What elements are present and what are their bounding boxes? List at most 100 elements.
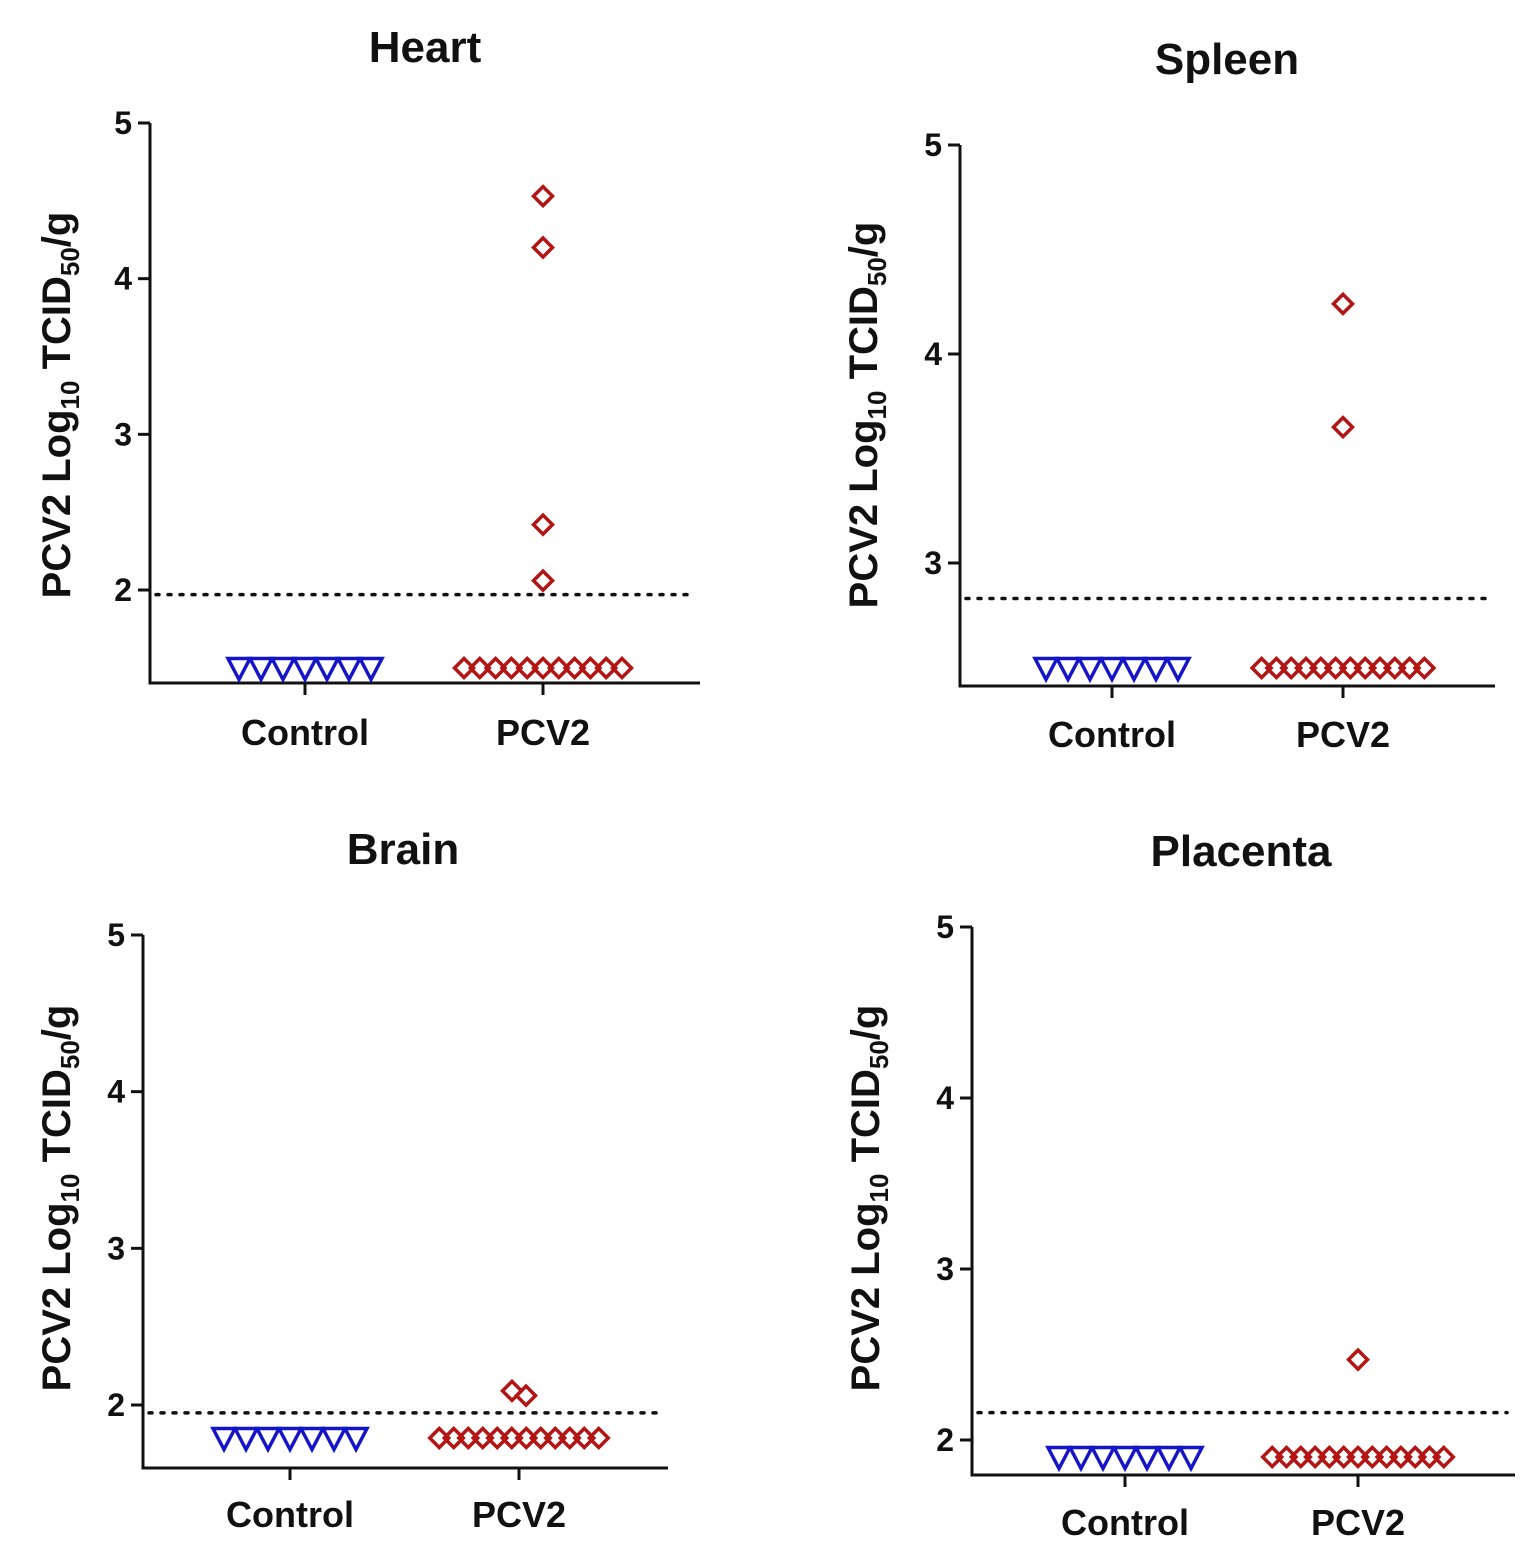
chart-brain: Brain 2 3 4 5 Control PCV2 PCV2 Log10 TCID50/g [35, 825, 668, 1535]
y-tick-label: 5 [114, 105, 132, 141]
chart-panel-placenta: Placenta 2 3 4 5 Control PCV2 PCV2 Log10 TCID50… [769, 778, 1539, 1556]
x-category-label: PCV2 [472, 1494, 566, 1535]
y-tick-label: 3 [107, 1230, 125, 1266]
y-tick-label: 5 [924, 127, 942, 163]
data-point-control [1032, 656, 1060, 684]
y-axis-label-part: 50 [862, 257, 892, 286]
data-point-control [1177, 1445, 1205, 1473]
data-point-control [320, 1426, 348, 1454]
data-point-pcv2 [531, 512, 555, 537]
data-point-control [225, 656, 253, 684]
data-point-control [1142, 656, 1170, 684]
chart-placenta: Placenta 2 3 4 5 Control PCV2 PCV2 Log10 TCID50… [844, 827, 1515, 1543]
data-point-control [342, 1426, 370, 1454]
data-point-control [276, 1426, 304, 1454]
data-point-pcv2 [531, 184, 555, 209]
data-point-pcv2 [610, 656, 634, 680]
y-axis-label-part: /g [844, 1005, 888, 1041]
chart-title: Spleen [1155, 35, 1299, 84]
y-axis-label-part: /g [842, 222, 886, 258]
y-axis-label-part: 50 [864, 1040, 894, 1069]
y-tick-label: 3 [114, 416, 132, 452]
data-point-pcv2 [514, 1383, 538, 1408]
data-point-pcv2 [531, 568, 555, 593]
y-axis-label-part: 10 [862, 391, 892, 420]
y-axis-label-part: /g [35, 1005, 79, 1041]
y-tick-label: 4 [924, 336, 942, 372]
chart-title: Heart [369, 23, 482, 72]
y-tick-label: 2 [936, 1422, 954, 1458]
y-axis-label-part: 50 [55, 247, 85, 276]
y-axis-label-part: PCV2 Log [842, 419, 886, 608]
data-point-control [335, 656, 363, 684]
x-category-label: Control [241, 712, 369, 753]
y-axis-label-part: TCID [35, 276, 79, 380]
chart-title: Placenta [1151, 827, 1333, 876]
x-category-label: Control [1048, 714, 1176, 755]
data-point-pcv2 [546, 656, 571, 680]
data-point-pcv2 [1331, 415, 1355, 440]
data-point-pcv2 [578, 656, 603, 680]
y-axis-label-part: PCV2 Log [35, 1202, 79, 1391]
data-point-pcv2 [499, 656, 524, 680]
data-point-pcv2 [562, 656, 587, 680]
data-point-pcv2 [531, 656, 555, 680]
y-tick-label: 2 [107, 1387, 125, 1423]
data-point-control [232, 1426, 260, 1454]
data-point-control [357, 656, 385, 684]
data-point-control [1164, 656, 1192, 684]
data-point-control [1076, 656, 1104, 684]
data-point-pcv2 [1346, 1347, 1370, 1372]
x-category-label: Control [1061, 1502, 1189, 1543]
data-point-control [1089, 1445, 1117, 1473]
x-category-label: Control [226, 1494, 354, 1535]
y-axis-label-part: TCID [35, 1069, 79, 1173]
data-point-control [1120, 656, 1148, 684]
chart-panel-brain: Brain 2 3 4 5 Control PCV2 PCV2 Log10 TCID50/g [0, 778, 769, 1556]
data-point-control [298, 1426, 326, 1454]
y-axis-label: PCV2 Log10 TCID50/g [35, 212, 85, 599]
y-axis-label: PCV2 Log10 TCID50/g [35, 1005, 85, 1392]
data-point-pcv2 [483, 656, 508, 680]
chart-heart: Heart 2 3 4 5 Control PCV2 PCV2 Log10 TCID50/g [35, 23, 700, 753]
y-axis-label-part: PCV2 Log [35, 409, 79, 598]
data-point-control [1111, 1445, 1139, 1473]
y-axis-label-part: 10 [55, 381, 85, 410]
data-point-control [291, 656, 319, 684]
y-axis-label-part: TCID [844, 1069, 888, 1173]
y-axis-label-part: 50 [55, 1040, 85, 1069]
y-tick-label: 2 [114, 572, 132, 608]
chart-panel-spleen: Spleen 3 4 5 Control PCV2 PCV2 Log10 TCID50/g [769, 0, 1539, 778]
data-point-pcv2 [586, 1426, 611, 1450]
chart-title: Brain [347, 825, 459, 874]
data-point-pcv2 [500, 1378, 524, 1403]
chart-panel-heart: Heart 2 3 4 5 Control PCV2 PCV2 Log10 TCID50/g [0, 0, 769, 778]
data-point-control [247, 656, 275, 684]
y-axis-label-part: PCV2 Log [844, 1202, 888, 1391]
data-point-control [210, 1426, 238, 1454]
y-axis-label: PCV2 Log10 TCID50/g [844, 1005, 894, 1392]
y-axis-label-part: 10 [864, 1174, 894, 1203]
data-point-control [1054, 656, 1082, 684]
y-axis-label: PCV2 Log10 TCID50/g [842, 222, 892, 609]
data-point-pcv2 [531, 235, 555, 260]
data-point-pcv2 [594, 656, 619, 680]
data-point-pcv2 [1331, 291, 1355, 316]
data-point-control [269, 656, 297, 684]
data-point-control [1067, 1445, 1095, 1473]
data-point-pcv2 [515, 656, 540, 680]
data-point-pcv2 [1412, 656, 1437, 680]
y-tick-label: 3 [936, 1251, 954, 1287]
chart-spleen: Spleen 3 4 5 Control PCV2 PCV2 Log10 TCID50/g [842, 35, 1495, 755]
x-category-label: PCV2 [1296, 714, 1390, 755]
y-tick-label: 4 [936, 1080, 954, 1116]
y-tick-label: 5 [107, 917, 125, 953]
data-point-control [1045, 1445, 1073, 1473]
y-axis-label-part: TCID [842, 286, 886, 390]
y-tick-label: 4 [107, 1074, 125, 1110]
data-point-control [1155, 1445, 1183, 1473]
y-axis-label-part: 10 [55, 1174, 85, 1203]
x-category-label: PCV2 [1311, 1502, 1405, 1543]
y-tick-label: 4 [114, 261, 132, 297]
data-point-pcv2 [452, 656, 476, 680]
